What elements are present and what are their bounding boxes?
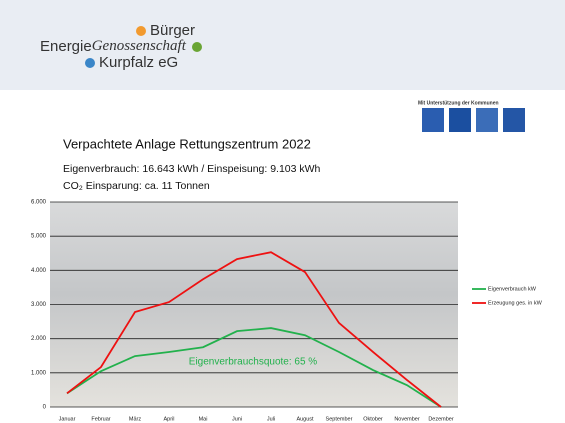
crest [422,108,444,132]
x-tick-label: August [296,416,314,422]
y-tick-label: 0 [43,405,47,411]
y-tick-label: 2.000 [31,336,47,342]
y-tick-label: 6.000 [31,200,47,206]
y-tick-label: 3.000 [31,302,47,308]
x-tick-label: Dezember [428,416,454,422]
header-band [0,0,565,90]
x-tick-label: Februar [91,416,110,422]
chart-title: Verpachtete Anlage Rettungszentrum 2022 [63,136,311,151]
x-tick-label: Juli [267,416,275,422]
crest [503,108,525,132]
series-line [66,251,442,408]
logo-text: Energie [40,38,92,55]
subtitle: CO₂ Einsparung: ca. 11 Tonnen [63,180,210,192]
logo-dot [192,42,202,52]
annotation: Eigenverbrauchsquote: 65 % [189,357,318,368]
logo-dot [85,58,95,68]
support-text: Mit Unterstützung der Kommunen [418,100,499,106]
y-tick-label: 1.000 [31,370,47,376]
legend-label: Eigenverbrauch kW [488,286,537,292]
series-line [66,327,442,408]
y-tick-label: 4.000 [31,268,47,274]
x-tick-label: April [163,416,174,422]
y-tick-label: 5.000 [31,234,47,240]
logo-dot [136,26,146,36]
x-tick-label: November [394,416,420,422]
logo-text: EnergieGenossenschaft [40,38,187,55]
x-tick-label: Juni [232,416,242,422]
x-tick-label: Januar [59,416,76,422]
x-tick-label: Oktober [363,416,383,422]
logo-text: Kurpfalz eG [99,54,178,71]
x-tick-label: März [129,416,141,422]
legend-label: Erzeugung ges. in kW [488,300,543,306]
logo-text: Genossenschaft [92,38,187,54]
x-tick-label: Mai [199,416,208,422]
x-tick-label: September [326,416,353,422]
crest [476,108,498,132]
subtitle: Eigenverbrauch: 16.643 kWh / Einspeisung… [63,163,321,175]
crest [449,108,471,132]
logo-text: Bürger [150,22,195,39]
